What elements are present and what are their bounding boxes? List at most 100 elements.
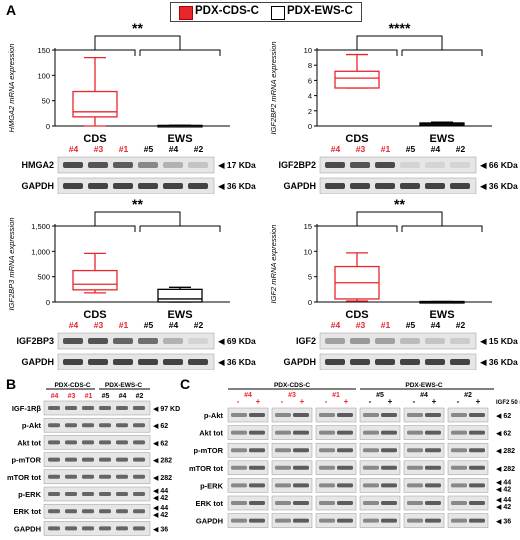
blot-band-plus — [381, 448, 397, 453]
kda-label: ◀ 282 — [496, 466, 515, 473]
blot-band — [116, 457, 128, 462]
blot-strip — [359, 407, 401, 423]
lane-label: #4 — [431, 320, 441, 330]
treatment-plus: + — [476, 397, 481, 406]
bracket-cds — [316, 225, 398, 232]
y-tick-label: 2 — [308, 107, 312, 116]
blot-band-minus — [231, 430, 247, 435]
blot-strip — [227, 478, 269, 493]
kda-label: ◀ 17 KDa — [218, 160, 256, 170]
blot-band — [163, 338, 183, 344]
blot-band — [88, 162, 108, 168]
blot-band-plus — [293, 483, 309, 488]
blot-strip — [43, 452, 151, 467]
blot-band-minus — [231, 518, 247, 523]
blot-row-label: mTOR tot — [189, 464, 224, 473]
blot-row-label: p-mTOR — [194, 446, 224, 455]
blot-strip — [227, 407, 269, 423]
blot-strip — [271, 407, 313, 423]
significance-label: ** — [132, 20, 143, 36]
blot-band-plus — [425, 465, 441, 470]
blot-band — [375, 338, 395, 344]
y-tick-label: 0 — [308, 298, 312, 307]
blot-strip — [43, 435, 151, 450]
blot-band — [48, 526, 60, 531]
blot-band — [63, 183, 83, 189]
blot-strip — [271, 442, 313, 458]
blot-strip — [447, 425, 489, 440]
blot-band — [116, 423, 128, 428]
blot-band-minus — [319, 430, 335, 435]
kda-label: ◀ 42 — [153, 495, 168, 502]
lane-label: #4 — [51, 393, 59, 400]
blot-band-plus — [249, 465, 265, 470]
sample-label: #3 — [288, 392, 296, 399]
blot-band-minus — [407, 518, 423, 523]
lane-label: #1 — [85, 393, 93, 400]
significance-label: **** — [389, 20, 411, 36]
box-cds — [72, 269, 118, 291]
blot-band-plus — [337, 483, 353, 488]
blot-strip — [447, 478, 489, 493]
blot-strip — [227, 513, 269, 528]
treatment-minus: - — [413, 397, 416, 406]
treatment-minus: - — [281, 397, 284, 406]
blot-band-minus — [319, 518, 335, 523]
lane-label: #5 — [102, 393, 110, 400]
kda-label: ◀ 36 KDa — [480, 357, 518, 367]
kda-label: ◀ 42 — [153, 512, 168, 519]
blot-strip — [447, 513, 489, 528]
blot-band — [350, 183, 370, 189]
lane-label: #3 — [68, 393, 76, 400]
blot-strip — [315, 495, 357, 511]
blot-band-plus — [293, 413, 309, 417]
blot-band — [450, 162, 470, 168]
blot-band — [65, 406, 77, 410]
significance-label: ** — [132, 196, 143, 212]
bracket-ews — [401, 49, 483, 56]
blot-row-label: GAPDH — [196, 517, 223, 526]
blot-strip — [447, 460, 489, 476]
blot-band-plus — [425, 483, 441, 488]
blot-band-minus — [407, 501, 423, 505]
blot-band — [350, 359, 370, 365]
bracket-cds — [54, 225, 136, 232]
blot-row-label: p-Akt — [22, 421, 42, 430]
blot-band-minus — [231, 413, 247, 417]
blot-band — [133, 492, 145, 496]
kda-label: ◀ 69 KDa — [218, 336, 256, 346]
blot-band — [163, 183, 183, 189]
blot-band-minus — [363, 448, 379, 453]
blot-band-plus — [337, 413, 353, 417]
blot-row-label: ERK tot — [14, 507, 42, 516]
blot-band-plus — [293, 501, 309, 505]
blot-band-plus — [469, 465, 485, 470]
lane-label: #4 — [331, 144, 341, 154]
blot-band — [425, 183, 445, 189]
y-axis-label: IGF2BP2 mRNA expression — [269, 41, 278, 134]
blot-band — [133, 457, 145, 462]
blot-band — [350, 338, 370, 344]
treatment-minus: - — [237, 397, 240, 406]
blot-band — [48, 406, 60, 410]
blot-band-plus — [293, 518, 309, 523]
treatment-plus: + — [300, 397, 305, 406]
blot-band-minus — [275, 483, 291, 488]
blot-strip — [315, 442, 357, 458]
blot-band-minus — [231, 483, 247, 488]
blot-band — [375, 183, 395, 189]
blot-band — [82, 440, 94, 445]
sample-label: #4 — [420, 392, 428, 399]
lane-label: #2 — [194, 320, 204, 330]
blot-band — [88, 183, 108, 189]
blot-row-label: p-mTOR — [12, 456, 42, 465]
blot-strip — [57, 177, 215, 194]
blot-band-plus — [249, 501, 265, 505]
kda-label: ◀ 282 — [496, 448, 515, 455]
blot-band-plus — [469, 430, 485, 435]
blot-band — [325, 183, 345, 189]
blot-band-plus — [425, 501, 441, 505]
significance-label: ** — [394, 196, 405, 212]
blot-band — [133, 423, 145, 428]
blot-band — [82, 474, 94, 479]
